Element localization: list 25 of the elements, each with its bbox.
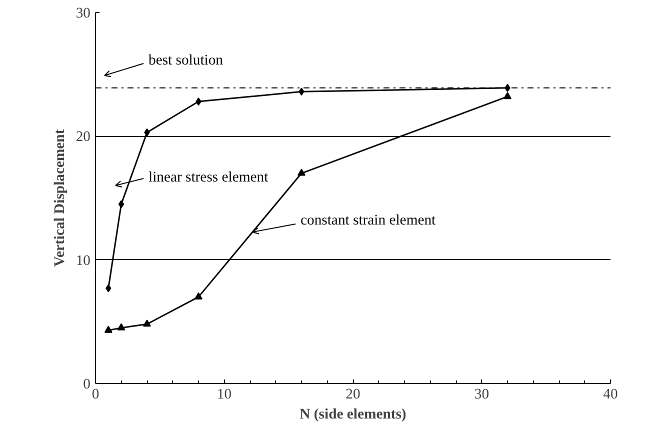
y-tick-label: 20 <box>76 129 90 146</box>
x-axis-title: N (side elements) <box>300 406 406 422</box>
point <box>504 92 512 100</box>
y-tick-label: 30 <box>76 6 90 22</box>
x-tick-label: 10 <box>216 386 232 402</box>
point <box>298 168 306 176</box>
point <box>298 88 304 96</box>
point <box>504 84 510 92</box>
point <box>143 320 151 327</box>
y-axis-title: Vertical Displacement <box>52 129 68 267</box>
point <box>196 98 202 106</box>
point <box>118 200 124 208</box>
point <box>106 284 112 292</box>
y-tick-label: 0 <box>83 376 90 392</box>
annotation: best solution <box>148 52 224 68</box>
point <box>117 323 126 330</box>
x-tick-label: 30 <box>474 386 490 402</box>
annotation: constant strain element <box>300 212 436 228</box>
x-tick-label: 40 <box>603 386 618 402</box>
point <box>144 128 150 136</box>
point <box>194 292 202 300</box>
annotation: linear stress element <box>148 170 268 186</box>
point <box>104 326 112 333</box>
y-tick-label: 10 <box>76 252 90 269</box>
x-tick-label: 20 <box>346 386 360 402</box>
